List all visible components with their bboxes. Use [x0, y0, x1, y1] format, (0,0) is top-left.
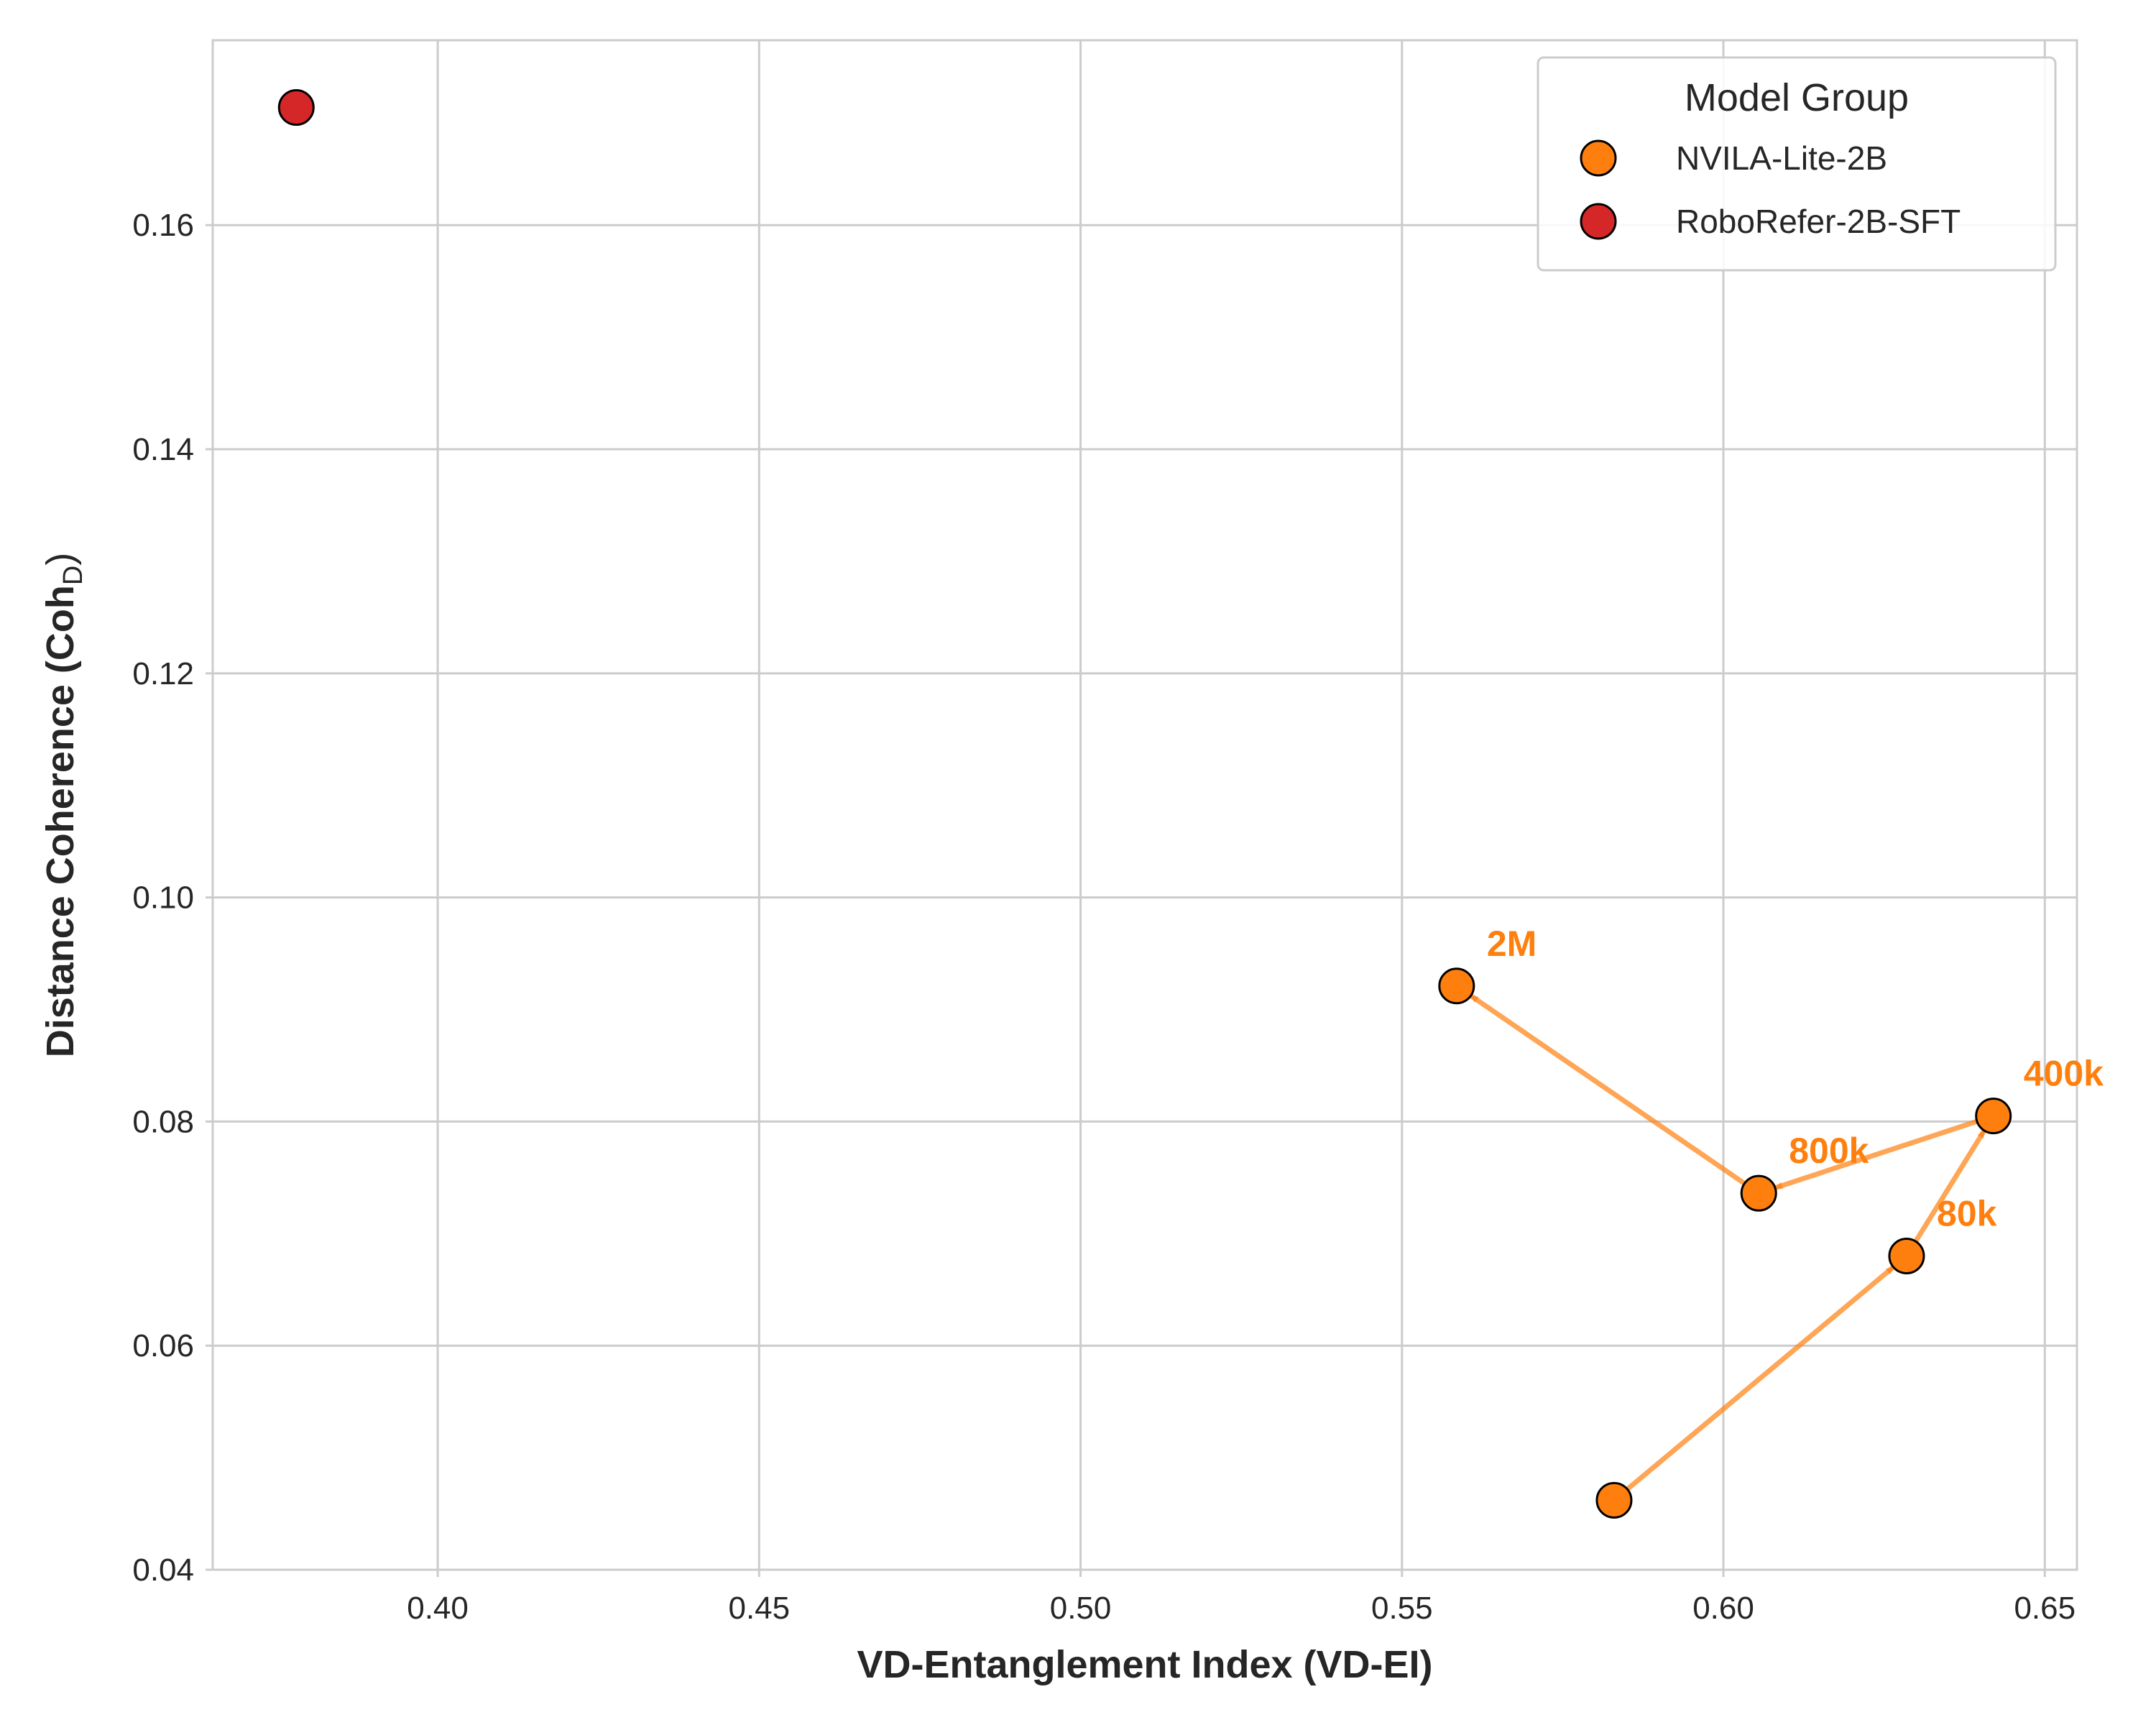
y-axis-label-subscript: D: [58, 566, 88, 585]
point-label: 800k: [1789, 1131, 1869, 1171]
y-tick-label: 0.12: [132, 656, 194, 691]
y-tick-label: 0.10: [132, 880, 194, 916]
x-tick-label: 0.40: [407, 1591, 469, 1626]
plot-frame: [211, 39, 2078, 1571]
point-label: 2M: [1487, 924, 1537, 964]
data-point: [1888, 1237, 1925, 1274]
point-annotations: 80k 400k 800k 2M: [1487, 924, 2104, 1234]
point-label: 400k: [2024, 1054, 2104, 1094]
y-axis-label: Distance Coherence (CohD): [39, 553, 88, 1058]
legend-title: Model Group: [1685, 76, 1909, 119]
y-tick-label: 0.08: [132, 1104, 194, 1139]
x-tick-label: 0.45: [728, 1591, 790, 1626]
y-tick-label: 0.04: [132, 1552, 194, 1588]
legend-marker: [1580, 203, 1617, 240]
trajectory-arrows: [1469, 993, 1986, 1492]
trajectory-arrow: [1624, 1265, 1895, 1492]
legend-marker: [1580, 139, 1617, 177]
x-tick-label: 0.55: [1371, 1591, 1433, 1626]
legend-entry-label: NVILA-Lite-2B: [1676, 139, 1887, 177]
trajectory-arrow: [1469, 993, 1747, 1187]
y-axis-label-close: ): [39, 553, 82, 566]
point-label: 80k: [1937, 1193, 1997, 1233]
x-axis-label: VD-Entanglement Index (VD-EI): [857, 1643, 1432, 1686]
y-tick-label: 0.16: [132, 208, 194, 243]
data-point: [1595, 1481, 1633, 1519]
x-tick-label: 0.50: [1050, 1591, 1112, 1626]
trajectory-arrow: [1774, 1118, 1980, 1190]
legend: Model Group NVILA-Lite-2B RoboRefer-2B-SF…: [1537, 56, 2057, 272]
y-axis-label-main: Distance Coherence (Coh: [39, 585, 82, 1057]
y-tick-label: 0.14: [132, 432, 194, 467]
data-points: [277, 89, 2012, 1519]
data-point: [277, 89, 315, 126]
legend-entry-label: RoboRefer-2B-SFT: [1676, 203, 1961, 240]
x-tick-label: 0.60: [1692, 1591, 1754, 1626]
x-tick-label: 0.65: [2014, 1591, 2076, 1626]
tick-labels: 0.40 0.45 0.50 0.55 0.60 0.65 0.04 0.06 0.08 0.10…: [132, 208, 2076, 1626]
data-point: [1740, 1174, 1777, 1212]
y-tick-label: 0.06: [132, 1328, 194, 1363]
data-point: [1975, 1098, 2012, 1135]
data-point: [1438, 967, 1475, 1005]
legend-box: [1537, 56, 2057, 272]
trajectory-arrow: [1913, 1129, 1986, 1244]
